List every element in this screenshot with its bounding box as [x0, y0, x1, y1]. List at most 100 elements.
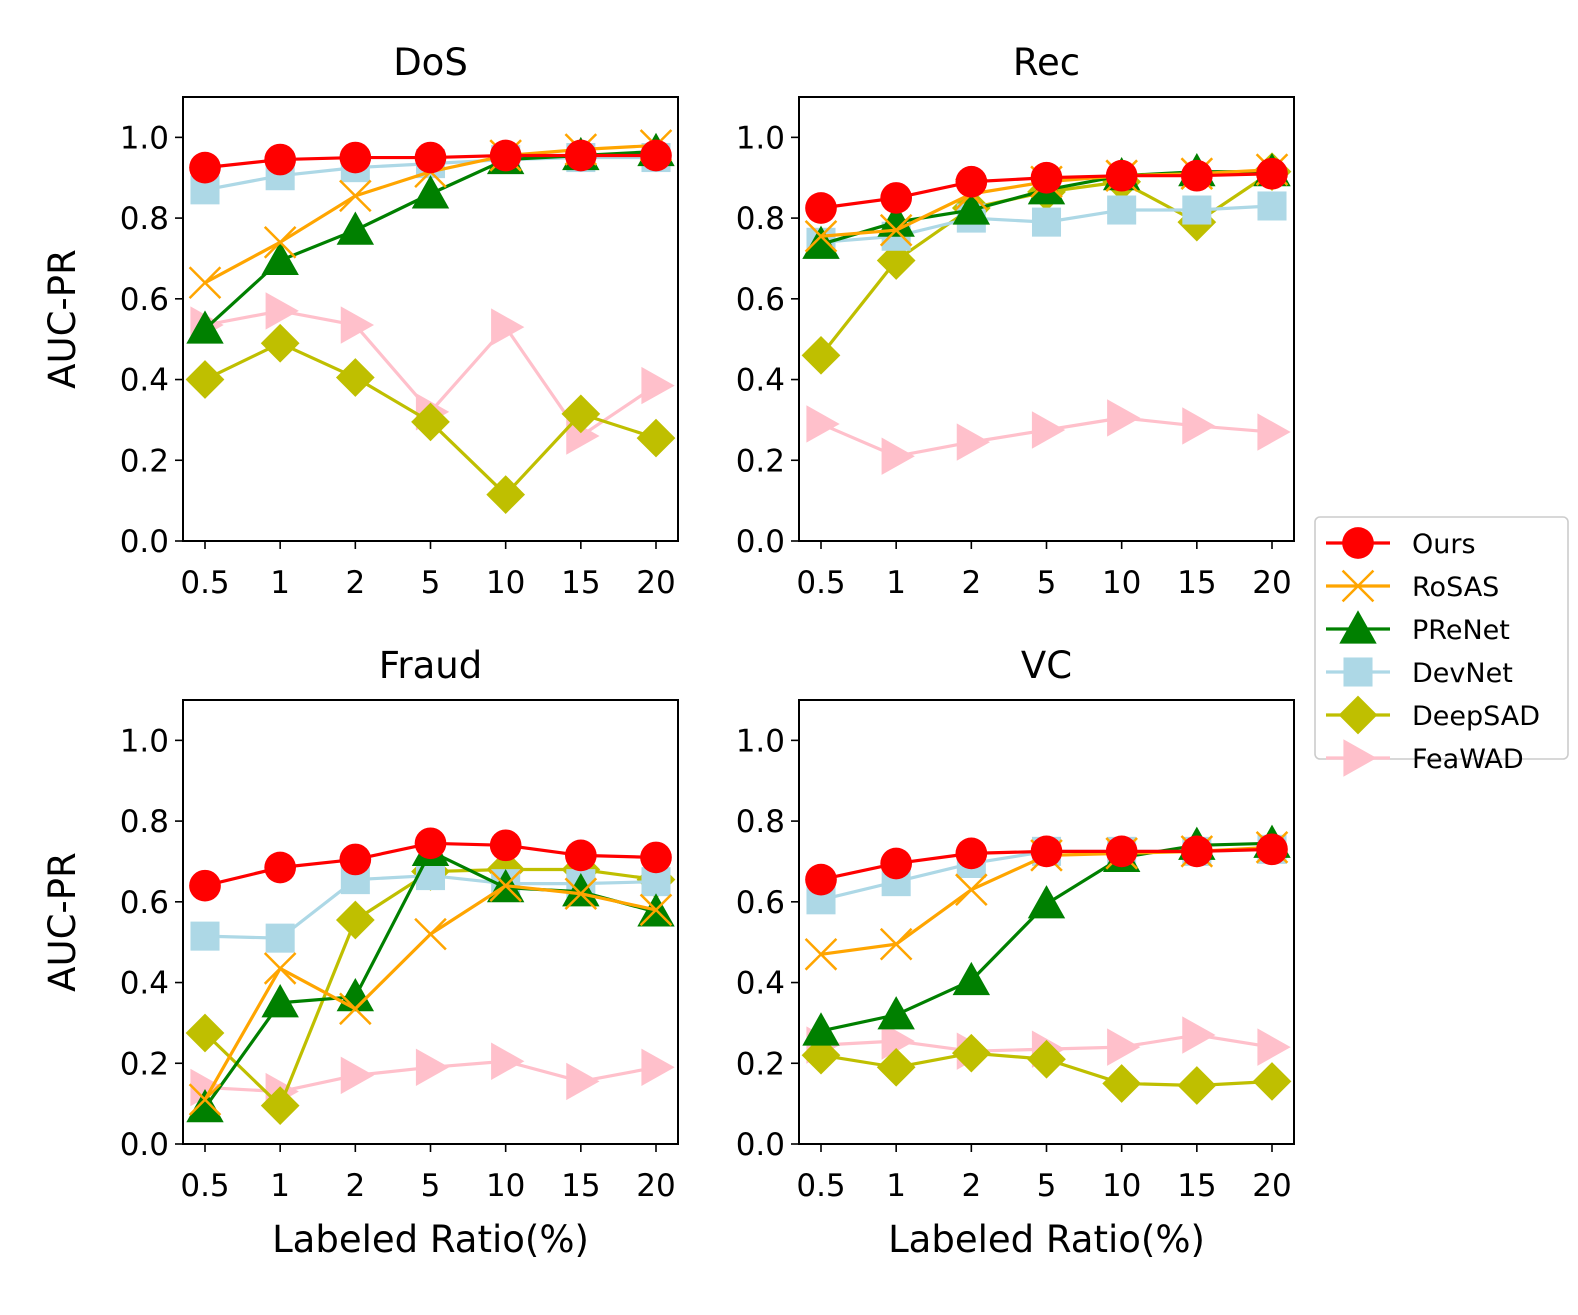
data-point-rosas — [188, 266, 222, 299]
data-point-rosas — [564, 877, 598, 911]
data-point-rosas — [489, 869, 522, 902]
data-point-rosas — [263, 952, 297, 985]
x-tick-label: 15 — [1177, 1168, 1216, 1204]
data-point-ours — [564, 839, 597, 872]
legend-marker-rosas — [1341, 569, 1375, 603]
data-point-rosas-stroke — [804, 938, 838, 971]
data-point-feawad — [340, 306, 375, 344]
y-tick-label: 0.4 — [736, 966, 785, 1002]
data-point-feawad — [1257, 1028, 1291, 1066]
data-point-ours — [1105, 835, 1138, 868]
x-tick-label: 5 — [421, 1168, 441, 1204]
x-tick-label: 10 — [486, 565, 525, 601]
y-tick-label: 0.6 — [120, 885, 169, 921]
data-point-feawad — [881, 1022, 915, 1060]
data-point-prenet — [877, 203, 915, 237]
data-point-rosas-stroke — [639, 893, 673, 927]
x-tick-label: 0.5 — [180, 565, 229, 601]
x-tick-label: 15 — [561, 565, 600, 601]
y-tick-label: 0.4 — [736, 363, 785, 399]
legend-marker-rosas-stroke — [1341, 569, 1375, 603]
series-deepsad — [801, 1033, 1292, 1105]
data-point-deepsad — [1177, 1066, 1217, 1105]
legend-label: RoSAS — [1412, 572, 1499, 603]
data-point-prenet — [1027, 885, 1066, 919]
x-tick-label: 2 — [345, 1168, 365, 1204]
data-point-rosas — [879, 927, 913, 961]
x-tick-label: 5 — [421, 565, 441, 601]
data-point-deepsad — [1252, 1062, 1292, 1101]
data-point-prenet — [261, 241, 299, 276]
series-devnet — [190, 861, 671, 953]
data-point-ours — [1256, 157, 1288, 190]
data-point-deepsad — [185, 1013, 225, 1053]
data-point-feawad — [190, 1068, 224, 1107]
data-point-devnet — [1031, 207, 1062, 237]
data-point-ours — [339, 843, 372, 876]
legend-label: PReNet — [1412, 615, 1510, 646]
legend: Ours RoSAS PReNet DevNet DeepSAD FeaWAD — [1314, 516, 1569, 777]
y-tick-label: 0.6 — [120, 282, 169, 318]
y-tick-label: 0.6 — [736, 885, 785, 921]
series-rosas — [188, 869, 673, 1116]
data-point-prenet — [877, 996, 915, 1030]
x-tick-label: 15 — [1177, 565, 1216, 601]
y-tick-label: 0.2 — [736, 443, 785, 479]
y-tick-label: 0.0 — [736, 1127, 785, 1163]
y-axis-label: AUC-PR — [41, 249, 84, 389]
data-point-rosas-stroke — [879, 927, 913, 961]
data-point-rosas-stroke — [489, 869, 522, 902]
data-point-rosas-stroke — [804, 219, 838, 253]
data-point-prenet — [186, 1088, 224, 1123]
y-tick-label: 0.8 — [120, 804, 169, 840]
x-tick-label: 0.5 — [180, 1168, 229, 1204]
data-point-ours — [640, 841, 672, 874]
data-point-feawad — [806, 405, 840, 443]
x-tick-label: 5 — [1037, 1168, 1057, 1204]
y-tick-label: 0.4 — [120, 966, 169, 1002]
data-point-rosas-stroke — [339, 179, 372, 213]
data-point-devnet — [1182, 195, 1212, 225]
data-point-rosas — [414, 917, 447, 951]
plot-frame — [182, 96, 679, 542]
series-feawad — [806, 399, 1291, 475]
data-point-feawad — [1107, 399, 1141, 437]
data-point-rosas-stroke — [955, 873, 988, 906]
data-point-ours — [955, 837, 988, 870]
y-tick-label: 1.0 — [120, 723, 169, 759]
subplot-vc: VC 0.0 0.2 0.4 0.6 0.8 1.0 0.5 1 2 5 10 15 20 Labeled … — [736, 644, 1295, 1261]
data-point-feawad — [491, 1042, 525, 1080]
series-ours — [805, 157, 1288, 224]
series-deepsad — [185, 850, 676, 1126]
data-point-feawad — [566, 1062, 600, 1101]
data-point-feawad — [340, 1056, 375, 1095]
data-point-rosas — [804, 219, 838, 253]
data-point-ours — [414, 827, 447, 860]
series-ours — [189, 139, 672, 184]
data-point-prenet — [186, 310, 224, 344]
plot-frame — [798, 699, 1295, 1145]
x-tick-label: 5 — [1037, 565, 1057, 601]
data-point-ours — [880, 847, 913, 880]
x-tick-label: 20 — [1252, 565, 1291, 601]
data-point-ours — [264, 143, 297, 176]
x-tick-label: 20 — [1252, 1168, 1291, 1204]
data-point-rosas-stroke — [879, 213, 913, 247]
y-tick-label: 0.2 — [120, 443, 169, 479]
data-point-rosas — [263, 226, 297, 259]
data-point-ours — [955, 165, 988, 198]
data-point-prenet — [952, 961, 991, 996]
legend-marker-ours — [1342, 527, 1374, 559]
x-tick-label: 2 — [961, 1168, 981, 1204]
data-point-prenet — [802, 225, 840, 259]
data-point-ours — [640, 139, 672, 172]
data-point-ours — [489, 829, 522, 862]
data-point-deepsad — [335, 358, 375, 397]
series-deepsad — [185, 323, 676, 514]
data-point-rosas — [188, 1083, 222, 1116]
data-point-rosas — [339, 179, 372, 213]
data-point-ours — [1030, 835, 1063, 868]
data-point-feawad — [265, 292, 299, 330]
x-tick-label: 1 — [886, 565, 906, 601]
x-tick-label: 10 — [1102, 1168, 1141, 1204]
